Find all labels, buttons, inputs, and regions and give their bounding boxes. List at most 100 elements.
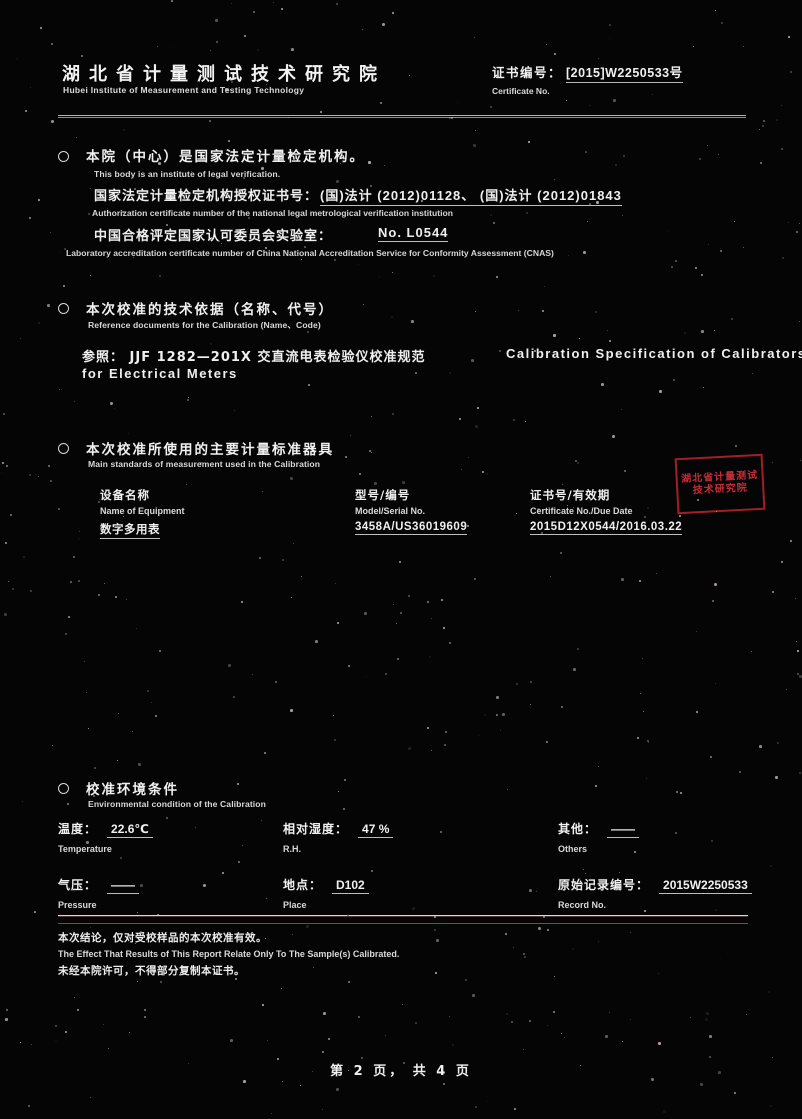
scan-noise-speck xyxy=(637,737,639,739)
scan-noise-speck xyxy=(88,213,90,215)
scan-noise-speck xyxy=(310,449,312,451)
scan-noise-speck xyxy=(227,88,230,91)
scan-noise-speck xyxy=(29,474,31,476)
scan-noise-speck xyxy=(675,832,678,835)
scan-noise-speck xyxy=(218,240,220,242)
scan-noise-speck xyxy=(70,581,72,583)
scan-noise-speck xyxy=(735,445,738,448)
certificate-no-label-cn: 证书编号： xyxy=(492,65,563,80)
scan-noise-speck xyxy=(284,880,286,882)
scan-noise-speck xyxy=(630,932,631,933)
scan-noise-speck xyxy=(647,740,650,743)
scan-noise-speck xyxy=(772,591,774,593)
scan-noise-speck xyxy=(76,137,78,139)
scan-noise-speck xyxy=(768,991,770,993)
bullet-icon xyxy=(58,151,69,162)
scan-noise-speck xyxy=(443,627,445,629)
scan-noise-speck xyxy=(716,511,718,513)
scan-noise-speck xyxy=(487,1101,489,1103)
scan-noise-speck xyxy=(282,1081,283,1082)
scan-noise-speck xyxy=(573,668,576,671)
scan-noise-speck xyxy=(513,947,515,949)
env-value: —— xyxy=(107,878,140,894)
scan-noise-speck xyxy=(266,898,268,900)
scan-noise-speck xyxy=(546,44,547,45)
scan-noise-speck xyxy=(94,767,96,769)
table-row: 数字多用表 xyxy=(100,521,160,539)
scan-noise-speck xyxy=(28,1105,31,1108)
table-column-name: 设备名称 Name of Equipment 数字多用表 xyxy=(100,487,185,539)
scan-noise-speck xyxy=(65,1031,68,1034)
scan-noise-speck xyxy=(541,532,544,535)
scan-noise-speck xyxy=(475,311,476,312)
scan-noise-speck xyxy=(228,140,230,142)
scan-noise-speck xyxy=(60,251,61,252)
scan-noise-speck xyxy=(362,29,364,31)
scan-noise-speck xyxy=(4,613,7,616)
scan-noise-speck xyxy=(547,1025,548,1026)
scan-noise-speck xyxy=(658,973,660,975)
scan-noise-speck xyxy=(385,1035,387,1037)
scan-noise-speck xyxy=(523,953,525,955)
scan-noise-speck xyxy=(180,209,183,212)
scan-noise-speck xyxy=(634,851,637,854)
scan-noise-speck xyxy=(596,201,599,204)
section1-cnas-label-cn: 中国合格评定国家认可委员会实验室： xyxy=(94,229,333,244)
scan-noise-speck xyxy=(2,462,5,465)
scan-noise-speck xyxy=(77,1009,80,1012)
scan-noise-speck xyxy=(752,373,753,374)
scan-noise-speck xyxy=(308,384,310,386)
env-value: 2015W2250533 xyxy=(659,878,752,894)
scan-noise-speck xyxy=(38,322,41,325)
scan-noise-speck xyxy=(122,211,124,213)
scan-noise-speck xyxy=(371,870,373,872)
scan-noise-speck xyxy=(511,195,514,198)
scan-noise-speck xyxy=(123,129,126,132)
scan-noise-speck xyxy=(166,224,168,226)
scan-noise-speck xyxy=(762,125,764,127)
scan-noise-speck xyxy=(29,217,32,220)
scan-noise-speck xyxy=(526,212,528,214)
scan-noise-speck xyxy=(186,484,187,485)
scan-noise-speck xyxy=(553,334,556,337)
scan-noise-speck xyxy=(621,578,624,581)
scan-noise-speck xyxy=(277,1058,279,1060)
scan-noise-speck xyxy=(772,462,773,463)
scan-noise-speck xyxy=(468,457,469,458)
scan-noise-speck xyxy=(707,145,709,147)
scan-noise-speck xyxy=(475,425,478,428)
section3-title-en: Main standards of measurement used in th… xyxy=(88,459,321,469)
scan-noise-speck xyxy=(384,165,386,167)
env-value: 22.6℃ xyxy=(107,822,153,838)
scan-noise-speck xyxy=(155,229,158,232)
scan-noise-speck xyxy=(585,873,587,875)
scan-noise-speck xyxy=(166,817,168,819)
scan-noise-speck xyxy=(782,257,785,260)
scan-noise-speck xyxy=(264,752,267,755)
scan-noise-speck xyxy=(363,304,365,306)
scan-noise-speck xyxy=(123,516,124,517)
scan-noise-speck xyxy=(546,741,549,744)
scan-noise-speck xyxy=(572,67,574,69)
scan-noise-speck xyxy=(461,469,462,470)
scan-noise-speck xyxy=(252,674,254,676)
scan-noise-speck xyxy=(65,633,68,636)
notes-divider-secondary xyxy=(58,923,748,924)
scan-noise-speck xyxy=(412,907,415,910)
scan-noise-speck xyxy=(307,331,309,333)
scan-noise-speck xyxy=(479,735,481,737)
institute-name-en: Hubei Institute of Measurement and Testi… xyxy=(63,85,305,95)
scan-noise-speck xyxy=(795,598,796,599)
scan-noise-speck xyxy=(718,1071,721,1074)
page-header: 湖北省计量测试技术研究院 Hubei Institute of Measurem… xyxy=(0,0,802,120)
scan-noise-speck xyxy=(566,100,568,102)
scan-noise-speck xyxy=(403,1062,406,1065)
scan-noise-speck xyxy=(380,102,382,104)
scan-noise-speck xyxy=(70,851,73,854)
scan-noise-speck xyxy=(188,397,190,399)
env-item-record-no: 原始记录编号： 2015W2250533 Record No. xyxy=(558,876,752,910)
scan-noise-speck xyxy=(74,401,75,402)
scan-noise-speck xyxy=(23,556,25,558)
header-divider xyxy=(58,115,746,118)
scan-noise-speck xyxy=(301,576,302,577)
